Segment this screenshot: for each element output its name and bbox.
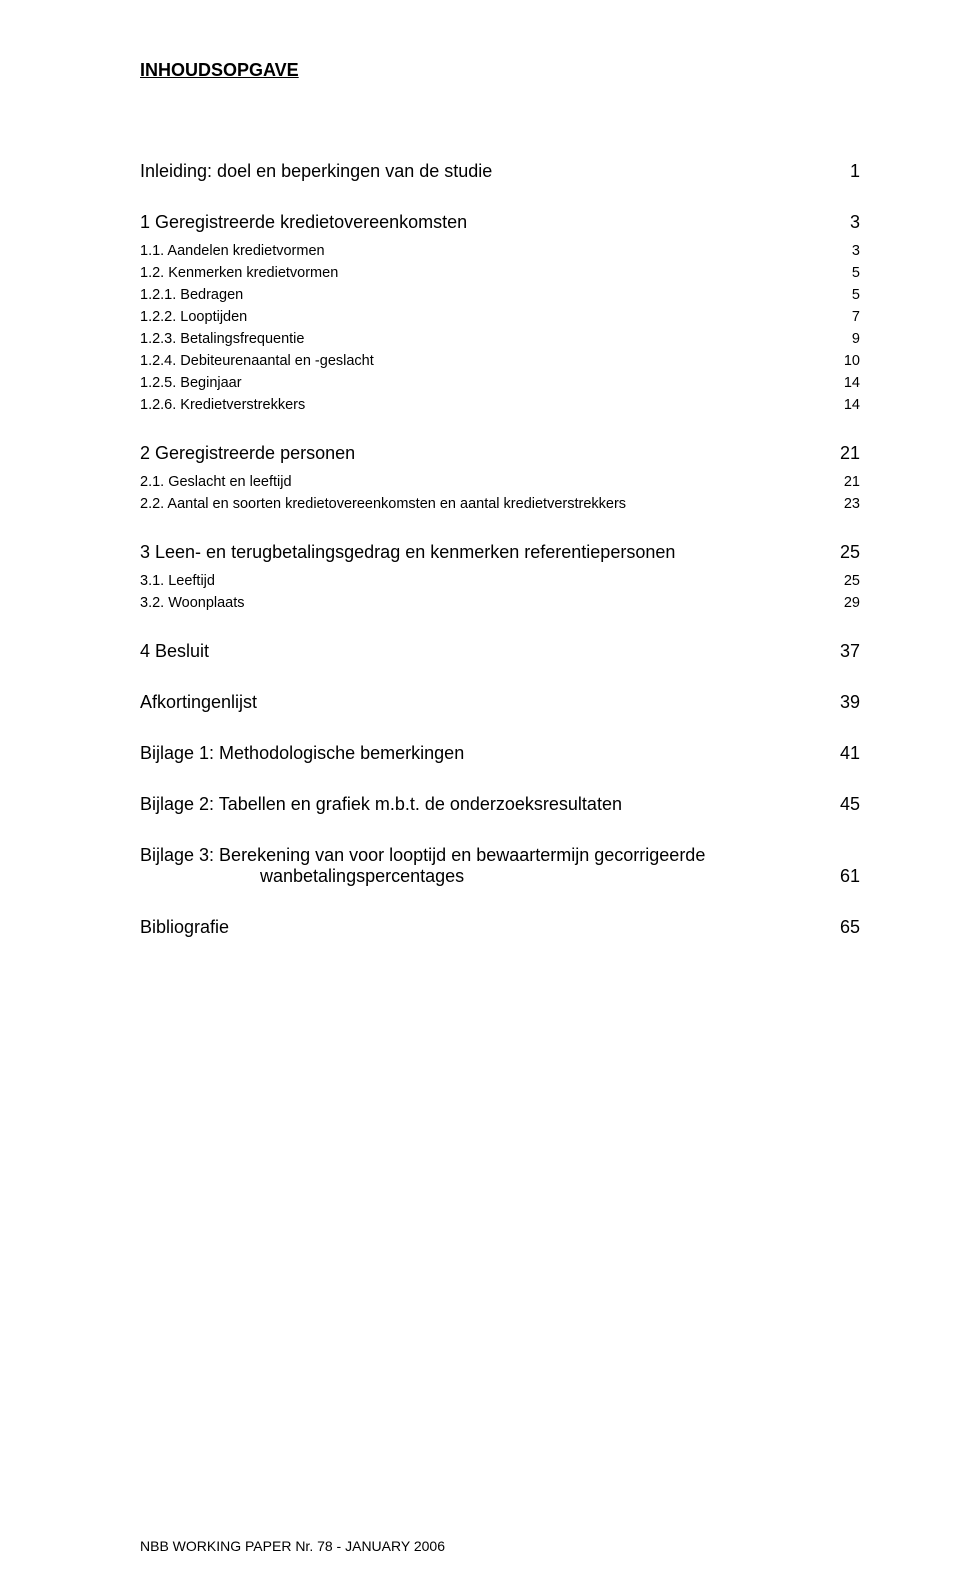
toc-entry-page: 5	[852, 287, 860, 303]
toc-entry-page: 3	[852, 243, 860, 259]
toc-entry: 2.1. Geslacht en leeftijd 21	[140, 474, 860, 490]
toc-entry: 1.2.2. Looptijden 7	[140, 309, 860, 325]
toc-entry-label: Afkortingenlijst	[140, 692, 257, 713]
toc-entry-label: 3.2. Woonplaats	[140, 595, 245, 611]
toc-entry: 1.2.3. Betalingsfrequentie 9	[140, 331, 860, 347]
toc-entry: Bijlage 2: Tabellen en grafiek m.b.t. de…	[140, 794, 860, 815]
toc-entry-label: Inleiding: doel en beperkingen van de st…	[140, 161, 492, 182]
toc-entry: 2.2. Aantal en soorten kredietovereenkom…	[140, 496, 860, 512]
toc-entry: Bibliografie 65	[140, 917, 860, 938]
toc-entry-page: 10	[844, 353, 860, 369]
toc-entry-label: 4 Besluit	[140, 641, 209, 662]
toc-entry-page: 3	[850, 212, 860, 233]
toc-entry-label: Bibliografie	[140, 917, 229, 938]
toc-body: Inleiding: doel en beperkingen van de st…	[140, 161, 860, 815]
toc-entry-label: 1 Geregistreerde kredietovereenkomsten	[140, 212, 467, 233]
toc-entry-page: 5	[852, 265, 860, 281]
toc-entry-label: 1.2.1. Bedragen	[140, 287, 243, 303]
toc-entry-page: 65	[840, 917, 860, 938]
toc-entry-page: 9	[852, 331, 860, 347]
toc-entry-page: 29	[844, 595, 860, 611]
toc-entry-label: 1.1. Aandelen kredietvormen	[140, 243, 325, 259]
toc-entry-page: 39	[840, 692, 860, 713]
toc-entry: 2 Geregistreerde personen 21	[140, 443, 860, 464]
toc-entry-page: 21	[844, 474, 860, 490]
toc-entry-label: 1.2.2. Looptijden	[140, 309, 247, 325]
toc-entry-label: 3.1. Leeftijd	[140, 573, 215, 589]
toc-entry-page: 23	[844, 496, 860, 512]
toc-entry-multiline: Bijlage 3: Berekening van voor looptijd …	[140, 845, 860, 887]
toc-entry: 4 Besluit 37	[140, 641, 860, 662]
toc-entry-page: 45	[840, 794, 860, 815]
toc-title: INHOUDSOPGAVE	[140, 60, 860, 81]
toc-entry: 1.2.4. Debiteurenaantal en -geslacht 10	[140, 353, 860, 369]
toc-entry: Bijlage 1: Methodologische bemerkingen 41	[140, 743, 860, 764]
toc-entry-label: 1.2.4. Debiteurenaantal en -geslacht	[140, 353, 374, 369]
toc-entry: 3.2. Woonplaats 29	[140, 595, 860, 611]
toc-entry: 1 Geregistreerde kredietovereenkomsten 3	[140, 212, 860, 233]
toc-entry-page: 7	[852, 309, 860, 325]
toc-entry-page: 61	[840, 866, 860, 887]
toc-entry-label: 1.2. Kenmerken kredietvormen	[140, 265, 338, 281]
toc-entry: 1.1. Aandelen kredietvormen 3	[140, 243, 860, 259]
footer-text: NBB WORKING PAPER Nr. 78 - JANUARY 2006	[140, 1538, 445, 1554]
toc-entry-label: 2.2. Aantal en soorten kredietovereenkom…	[140, 496, 626, 512]
toc-entry-page: 41	[840, 743, 860, 764]
toc-entry-page: 25	[844, 573, 860, 589]
toc-entry-label: 2.1. Geslacht en leeftijd	[140, 474, 292, 490]
toc-entry: Afkortingenlijst 39	[140, 692, 860, 713]
toc-entry-label: 1.2.5. Beginjaar	[140, 375, 242, 391]
toc-entry: 1.2.1. Bedragen 5	[140, 287, 860, 303]
toc-entry-label: Bijlage 2: Tabellen en grafiek m.b.t. de…	[140, 794, 622, 815]
toc-entry-label: 2 Geregistreerde personen	[140, 443, 355, 464]
toc-entry: 3 Leen- en terugbetalingsgedrag en kenme…	[140, 542, 860, 563]
toc-entry: 1.2.6. Kredietverstrekkers 14	[140, 397, 860, 413]
toc-entry-page: 14	[844, 375, 860, 391]
toc-entry-label: 1.2.6. Kredietverstrekkers	[140, 397, 305, 413]
toc-entry: 1.2.5. Beginjaar 14	[140, 375, 860, 391]
toc-entry-label-line2: wanbetalingspercentages	[260, 866, 464, 887]
toc-entry: 1.2. Kenmerken kredietvormen 5	[140, 265, 860, 281]
toc-entry: 3.1. Leeftijd 25	[140, 573, 860, 589]
toc-entry-page: 1	[850, 161, 860, 182]
toc-entry-page: 37	[840, 641, 860, 662]
toc-entry-label: Bijlage 1: Methodologische bemerkingen	[140, 743, 464, 764]
page: INHOUDSOPGAVE Inleiding: doel en beperki…	[0, 0, 960, 1588]
toc-entry-label: 1.2.3. Betalingsfrequentie	[140, 331, 304, 347]
toc-entry-label: Bijlage 3: Berekening van voor looptijd …	[140, 845, 705, 866]
toc-entry-page: 14	[844, 397, 860, 413]
toc-entry-label: 3 Leen- en terugbetalingsgedrag en kenme…	[140, 542, 675, 563]
toc-entry: Inleiding: doel en beperkingen van de st…	[140, 161, 860, 182]
toc-entry-page: 25	[840, 542, 860, 563]
toc-entry-page: 21	[840, 443, 860, 464]
